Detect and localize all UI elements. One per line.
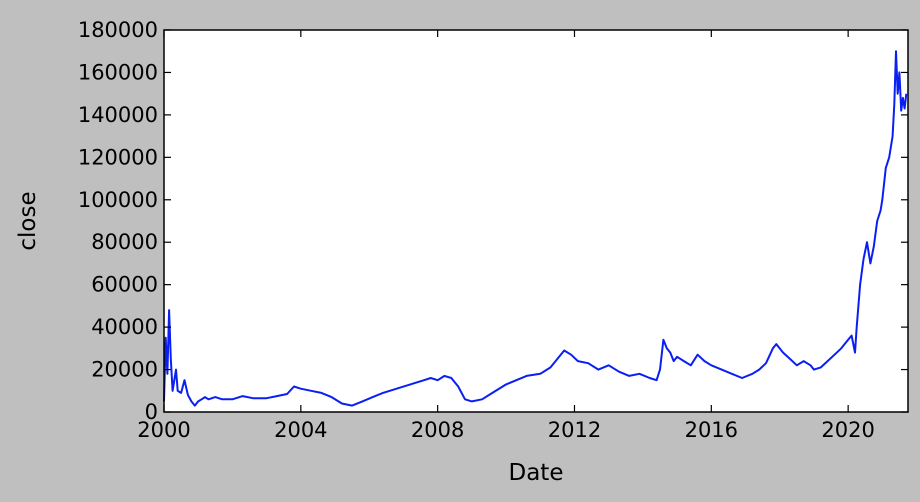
series-line-0 bbox=[163, 50, 908, 407]
y-tick-label: 60000 bbox=[91, 273, 158, 297]
y-tick-label: 100000 bbox=[78, 188, 158, 212]
y-tick-label: 160000 bbox=[78, 60, 158, 84]
ticks-layer: 2000 2004 2008 2012 2016 2020 0 20000 40000 60000… bbox=[78, 18, 908, 442]
y-tick-label: 120000 bbox=[78, 145, 158, 169]
y-tick-label: 80000 bbox=[91, 230, 158, 254]
plot-frame bbox=[163, 29, 909, 413]
x-tick-label: 2016 bbox=[685, 418, 738, 442]
y-tick-label: 20000 bbox=[91, 358, 158, 382]
y-tick-label: 180000 bbox=[78, 18, 158, 42]
x-tick-label: 2012 bbox=[548, 418, 601, 442]
x-tick-label: 2004 bbox=[274, 418, 327, 442]
x-tick-label: 2000 bbox=[137, 418, 190, 442]
x-axis-label: Date bbox=[509, 460, 564, 486]
series-layer bbox=[163, 50, 908, 407]
x-tick-label: 2020 bbox=[821, 418, 874, 442]
x-tick-label: 2008 bbox=[411, 418, 464, 442]
y-tick-label: 140000 bbox=[78, 103, 158, 127]
plot-area bbox=[164, 30, 908, 412]
y-tick-label: 0 bbox=[145, 400, 158, 424]
y-axis-label: close bbox=[15, 191, 41, 250]
y-tick-label: 40000 bbox=[91, 315, 158, 339]
